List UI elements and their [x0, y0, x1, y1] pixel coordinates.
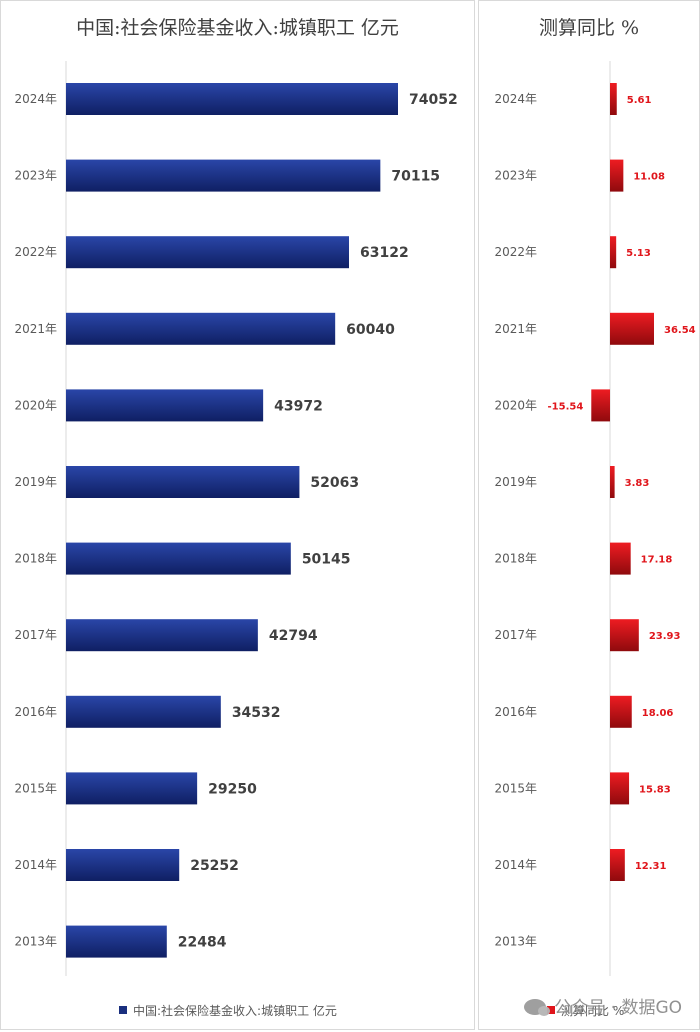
right-chart-panel: 测算同比 % 2024年 5.61 2023年 11.08 2022年 5.13 2021年…: [478, 0, 700, 1030]
watermark-text: 公众号 · 数据GO: [554, 998, 682, 1018]
left-legend-swatch: [119, 1006, 127, 1014]
right-bar: [610, 695, 632, 728]
right-bar: [610, 772, 630, 805]
left-data-label: 70115: [391, 169, 440, 185]
right-category-label: 2020年: [494, 398, 537, 412]
left-category-label: 2016年: [14, 705, 57, 719]
right-category-label: 2023年: [494, 169, 537, 183]
right-bar: [610, 236, 617, 269]
right-bar: [610, 312, 654, 345]
left-bar: [66, 159, 381, 192]
left-bar: [66, 312, 336, 345]
right-legend: 测算同比 %: [547, 1002, 624, 1019]
left-category-label: 2022年: [14, 245, 57, 259]
right-data-label: 18.06: [642, 708, 674, 719]
left-bar: [66, 389, 264, 422]
right-category-label: 2015年: [494, 781, 537, 795]
right-category-label: 2022年: [494, 245, 537, 259]
left-data-label: 60040: [346, 322, 395, 338]
left-data-label: 29250: [208, 781, 257, 797]
right-data-label: 23.93: [649, 631, 681, 642]
right-data-label: 5.61: [627, 95, 652, 106]
right-category-label: 2021年: [494, 322, 537, 336]
left-category-label: 2017年: [14, 628, 57, 642]
left-bar: [66, 466, 300, 498]
left-category-label: 2021年: [14, 322, 57, 336]
right-data-label: 12.31: [635, 861, 667, 872]
right-legend-label: 测算同比 %: [561, 1004, 625, 1018]
right-chart-plot: 2024年 5.61 2023年 11.08 2022年 5.13 2021年 36.54 20…: [494, 61, 696, 976]
left-legend: 中国:社会保险基金收入:城镇职工 亿元: [119, 1002, 337, 1019]
right-chart-title: 测算同比 %: [538, 17, 640, 39]
left-data-label: 22484: [178, 935, 227, 951]
left-data-label: 25252: [190, 858, 239, 874]
left-category-label: 2020年: [14, 398, 57, 412]
left-chart-plot: 2024年 74052 2023年 70115 2022年 63122 2021年 60040…: [14, 61, 458, 976]
left-bar: [66, 695, 221, 728]
right-bar: [591, 389, 610, 422]
left-bar: [66, 236, 349, 269]
right-data-label: -15.54: [548, 401, 584, 412]
right-bar: [610, 619, 639, 652]
left-category-label: 2019年: [14, 475, 57, 489]
right-data-label: 17.18: [641, 555, 673, 566]
left-category-label: 2014年: [14, 858, 57, 872]
right-category-label: 2014年: [494, 858, 537, 872]
left-category-label: 2023年: [14, 169, 57, 183]
left-category-label: 2013年: [14, 935, 57, 949]
left-bar: [66, 619, 258, 652]
left-category-label: 2024年: [14, 92, 57, 106]
right-data-label: 36.54: [664, 325, 696, 336]
wechat-icon: [524, 999, 551, 1016]
left-data-label: 43972: [274, 398, 323, 414]
left-data-label: 42794: [269, 628, 318, 644]
right-category-label: 2017年: [494, 628, 537, 642]
left-data-label: 63122: [360, 245, 409, 261]
left-category-label: 2018年: [14, 552, 57, 566]
right-bar: [610, 159, 624, 192]
right-bar: [610, 542, 631, 575]
left-chart-panel: 中国:社会保险基金收入:城镇职工 亿元 2024年 74052 2023年 70115…: [0, 0, 475, 1030]
left-bar: [66, 849, 180, 881]
left-data-label: 52063: [310, 475, 359, 491]
watermark: 公众号 · 数据GO: [524, 993, 682, 1018]
right-bar: [610, 466, 615, 498]
right-data-label: 11.08: [633, 172, 665, 183]
right-bar: [610, 849, 625, 881]
left-chart-title: 中国:社会保险基金收入:城镇职工 亿元: [76, 17, 399, 39]
left-bar: [66, 83, 398, 115]
right-data-label: 3.83: [625, 478, 650, 489]
left-category-label: 2015年: [14, 781, 57, 795]
right-bar: [610, 83, 617, 115]
left-data-label: 34532: [232, 705, 281, 721]
right-legend-swatch: [547, 1006, 555, 1014]
right-category-label: 2019年: [494, 475, 537, 489]
right-data-label: 15.83: [639, 784, 671, 795]
left-data-label: 74052: [409, 92, 458, 108]
left-bar: [66, 925, 167, 958]
right-category-label: 2018年: [494, 552, 537, 566]
right-category-label: 2013年: [494, 935, 537, 949]
right-data-label: 5.13: [626, 248, 651, 259]
left-bar: [66, 772, 198, 805]
left-bar: [66, 542, 291, 575]
left-legend-label: 中国:社会保险基金收入:城镇职工 亿元: [133, 1004, 337, 1018]
right-category-label: 2016年: [494, 705, 537, 719]
right-category-label: 2024年: [494, 92, 537, 106]
left-data-label: 50145: [302, 552, 351, 568]
